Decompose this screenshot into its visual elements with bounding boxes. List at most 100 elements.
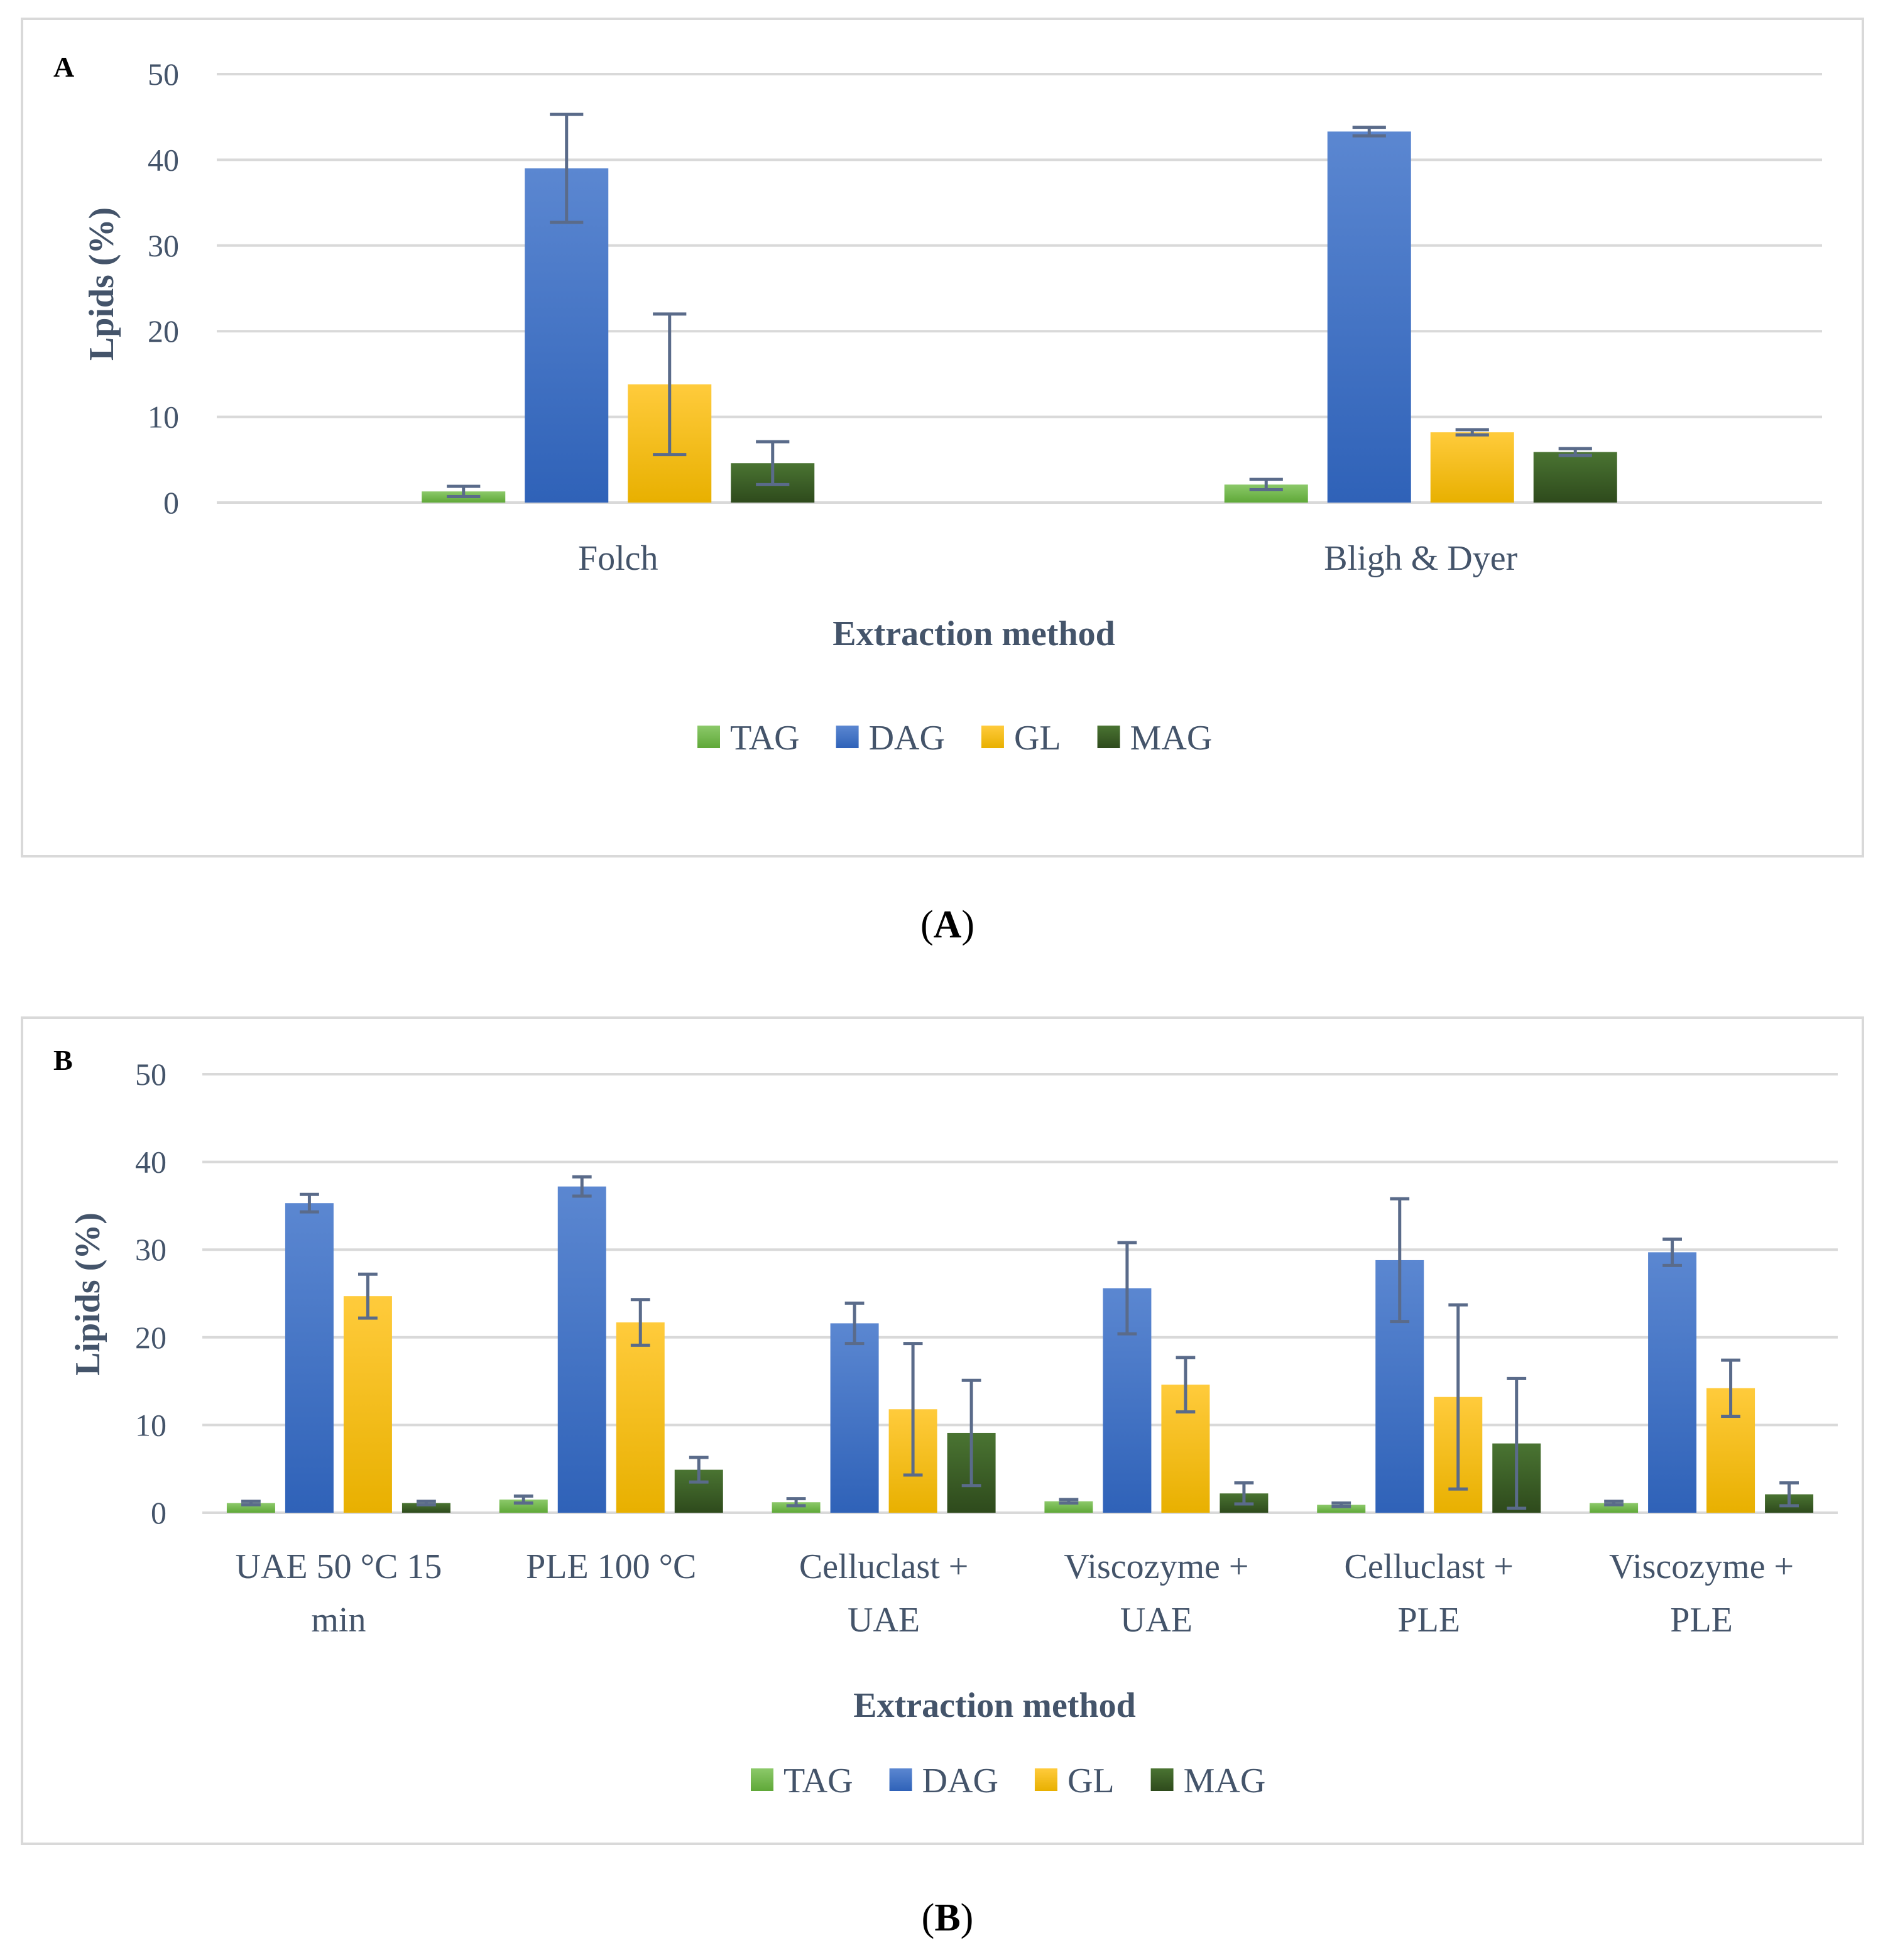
chart-b-error-bar-tag-4 <box>1331 1501 1351 1508</box>
chart-b-bar-tag-2 <box>772 1502 821 1513</box>
chart-b-bar-tag-3 <box>1044 1501 1093 1513</box>
chart-b-x-label-5: Viscozyme + <box>1609 1547 1794 1586</box>
chart-b-y-tick-label: 30 <box>135 1232 166 1267</box>
chart-a-y-tick-label: 20 <box>148 313 179 349</box>
chart-b-x-label-1: PLE 100 °C <box>526 1547 696 1586</box>
chart-b-legend-swatch-dag <box>889 1768 912 1791</box>
chart-b-error-bar-gl-1 <box>630 1298 650 1347</box>
chart-b-x-label-5: PLE <box>1670 1601 1733 1640</box>
chart-b-y-tick-label: 40 <box>135 1145 166 1180</box>
chart-b-x-label-0: UAE 50 °C 15 <box>235 1547 442 1586</box>
chart-panel-a: A 0 10 20 30 40 50 Folch Bligh & Dyer Lpids (%… <box>21 18 1864 858</box>
chart-a-legend-label-gl: GL <box>1014 719 1061 758</box>
chart-b-error-bar-dag-1 <box>572 1175 592 1198</box>
chart-a-bar-mag-1 <box>1533 452 1617 503</box>
chart-b-x-label-2: Celluclast + <box>799 1547 969 1586</box>
chart-b-bar-dag-2 <box>830 1323 879 1513</box>
chart-b-y-axis-title: Lipids (%) <box>68 1212 107 1376</box>
chart-a-legend-swatch-mag <box>1097 726 1120 748</box>
chart-a-border <box>21 18 1864 858</box>
chart-b-x-label-2: UAE <box>848 1601 920 1640</box>
chart-b-bar-gl-0 <box>343 1296 392 1513</box>
chart-b-gridlines <box>202 1073 1838 1514</box>
chart-a-x-label-0: Folch <box>578 539 658 578</box>
chart-b-y-tick-label: 0 <box>151 1495 166 1530</box>
chart-b-error-bar-gl-5 <box>1721 1358 1740 1418</box>
chart-b-legend-label-gl: GL <box>1067 1761 1115 1800</box>
chart-b-error-bar-gl-3 <box>1176 1356 1196 1413</box>
chart-a-y-tick-label: 50 <box>148 57 179 92</box>
chart-a-legend-swatch-tag <box>697 726 720 748</box>
chart-b-error-bar-dag-5 <box>1662 1237 1682 1267</box>
chart-a-error-bar-tag-1 <box>1249 477 1283 492</box>
chart-a-panel-label: A <box>53 51 74 83</box>
chart-a-error-bar-tag-0 <box>447 484 481 498</box>
caption-a: (A) <box>920 903 974 946</box>
chart-a-legend-label-dag: DAG <box>869 719 945 758</box>
chart-b-legend-swatch-gl <box>1034 1768 1057 1791</box>
chart-panel-b: B 0 10 20 30 40 50 UAE 50 °C 15 min PLE 100 °C C… <box>21 1016 1864 1845</box>
chart-a-bar-dag-0 <box>525 168 609 503</box>
chart-a-error-bar-mag-1 <box>1558 447 1592 457</box>
chart-a-error-bar-gl-0 <box>653 312 687 457</box>
chart-a-y-tick-label: 10 <box>148 400 179 435</box>
chart-a-error-bar-gl-1 <box>1455 428 1489 437</box>
caption-b: (B) <box>922 1897 974 1939</box>
chart-b-bar-tag-0 <box>226 1503 275 1513</box>
chart-b-error-bar-tag-5 <box>1604 1500 1624 1506</box>
chart-b-x-labels: UAE 50 °C 15 min PLE 100 °C Celluclast + UAE… <box>235 1547 1794 1640</box>
chart-b-x-label-4: PLE <box>1397 1601 1460 1640</box>
chart-b-bars <box>226 1175 1814 1513</box>
chart-b-y-tick-label: 10 <box>135 1407 166 1442</box>
chart-b-bar-dag-5 <box>1648 1252 1697 1513</box>
chart-b-legend-swatch-mag <box>1150 1768 1174 1791</box>
chart-b-error-bar-tag-0 <box>241 1500 261 1506</box>
chart-b-legend-label-mag: MAG <box>1184 1761 1266 1800</box>
chart-b-x-label-0: min <box>311 1601 366 1640</box>
chart-b-legend-label-dag: DAG <box>922 1761 998 1800</box>
chart-a-x-labels: Folch Bligh & Dyer <box>578 539 1518 578</box>
chart-b-error-bar-mag-4 <box>1507 1376 1527 1510</box>
chart-a-y-tick-label: 40 <box>148 142 179 177</box>
chart-a-legend: TAG DAG GL MAG <box>697 719 1212 758</box>
chart-b-bar-tag-4 <box>1317 1505 1366 1513</box>
chart-b-bar-tag-5 <box>1590 1503 1639 1513</box>
chart-a-y-tick-label: 30 <box>148 228 179 263</box>
chart-b-legend: TAG DAG GL MAG <box>751 1761 1265 1800</box>
chart-a-y-axis-title: Lpids (%) <box>82 207 121 361</box>
chart-a-legend-swatch-gl <box>981 726 1004 748</box>
chart-b-error-bar-tag-3 <box>1059 1498 1079 1505</box>
chart-b-border <box>21 1016 1864 1845</box>
chart-b-bar-dag-0 <box>285 1203 334 1513</box>
chart-b-legend-swatch-tag <box>751 1768 773 1791</box>
chart-a-error-bar-mag-0 <box>756 440 790 486</box>
chart-b-error-bar-mag-5 <box>1779 1481 1799 1508</box>
chart-a-legend-swatch-dag <box>836 726 859 748</box>
caption-b-letter: B <box>934 1897 960 1939</box>
chart-b-bar-tag-1 <box>499 1500 548 1513</box>
chart-a-legend-label-mag: MAG <box>1130 719 1213 758</box>
chart-a-y-tick-label: 0 <box>163 485 179 520</box>
chart-b-x-label-3: Viscozyme + <box>1064 1547 1248 1586</box>
chart-b-error-bar-dag-2 <box>844 1301 865 1346</box>
chart-b-error-bar-dag-4 <box>1390 1197 1410 1324</box>
chart-b-error-bar-gl-0 <box>358 1272 378 1320</box>
chart-b-x-axis-title: Extraction method <box>853 1686 1136 1725</box>
chart-a-bar-dag-1 <box>1327 131 1411 503</box>
chart-b-error-bar-mag-1 <box>689 1456 709 1484</box>
chart-a-bars <box>422 112 1617 503</box>
chart-b-error-bar-tag-2 <box>786 1497 806 1508</box>
chart-b-y-tick-label: 20 <box>135 1320 166 1355</box>
chart-b-error-bar-mag-2 <box>961 1378 981 1488</box>
chart-a-bar-gl-1 <box>1430 432 1514 503</box>
chart-b-error-bar-gl-4 <box>1448 1303 1468 1491</box>
chart-b-error-bar-dag-3 <box>1117 1241 1137 1336</box>
chart-b-bar-gl-1 <box>616 1322 665 1513</box>
chart-b-error-bar-mag-0 <box>417 1500 436 1506</box>
chart-b-error-bar-gl-2 <box>903 1342 923 1477</box>
chart-b-y-tick-label: 50 <box>135 1057 166 1092</box>
chart-a-gridlines <box>217 73 1822 504</box>
chart-a-legend-label-tag: TAG <box>730 719 800 758</box>
chart-b-error-bar-mag-3 <box>1234 1481 1254 1506</box>
